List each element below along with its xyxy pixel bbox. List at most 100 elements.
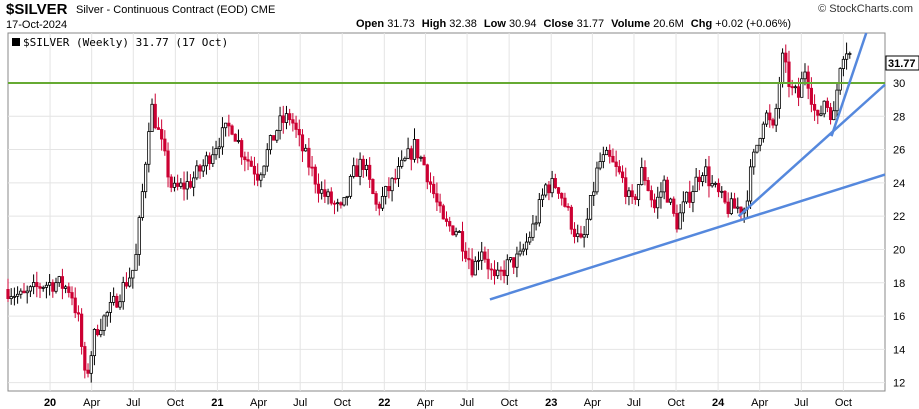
candle-body bbox=[460, 231, 465, 252]
candle-body bbox=[652, 199, 657, 209]
candle-body bbox=[819, 113, 823, 116]
candle-body bbox=[633, 196, 637, 200]
candle-body bbox=[550, 178, 554, 194]
candle-body bbox=[428, 181, 433, 185]
close-label: Close bbox=[543, 18, 574, 30]
x-tick-label: Apr bbox=[417, 397, 434, 409]
candle-body bbox=[486, 258, 490, 270]
candle-body bbox=[128, 277, 132, 287]
candle-body bbox=[83, 346, 87, 371]
candle-body bbox=[569, 206, 573, 230]
candle-body bbox=[729, 198, 733, 215]
candle-body bbox=[838, 68, 842, 91]
candle-body bbox=[457, 231, 461, 233]
x-tick-label: 20 bbox=[44, 397, 56, 409]
candle-body bbox=[649, 190, 653, 201]
candle-body bbox=[214, 148, 218, 156]
candle-body bbox=[19, 290, 23, 295]
candle-body bbox=[592, 191, 596, 196]
candle-body bbox=[220, 127, 225, 148]
candle-body bbox=[57, 276, 61, 284]
candle-body bbox=[25, 290, 29, 294]
candle-body bbox=[121, 282, 125, 303]
trend-line bbox=[830, 32, 868, 137]
x-tick-label: Jul bbox=[627, 397, 641, 409]
candle-body bbox=[393, 177, 397, 180]
candle-body bbox=[556, 187, 561, 194]
candle-body bbox=[604, 149, 609, 156]
candle-body bbox=[294, 122, 298, 130]
candle-body bbox=[336, 202, 340, 205]
candle-body bbox=[499, 269, 503, 272]
candle-body bbox=[758, 138, 762, 146]
x-tick-label: Oct bbox=[835, 397, 852, 409]
candle-body bbox=[140, 191, 145, 218]
candle-body bbox=[672, 198, 676, 214]
candle-body bbox=[793, 86, 797, 89]
candle-body bbox=[796, 86, 801, 98]
candle-body bbox=[560, 192, 564, 199]
plot-frame bbox=[7, 32, 886, 392]
candle-body bbox=[768, 112, 772, 121]
candle-body bbox=[665, 179, 669, 203]
y-tick-label: 18 bbox=[893, 278, 905, 290]
x-axis: 20 Apr Jul Oct 21 Apr Jul Oct 22 Apr Jul Oct 23 Apr Ju… bbox=[44, 397, 852, 409]
price-tag-text: 31.77 bbox=[888, 58, 916, 70]
candle-body bbox=[537, 199, 541, 224]
candle-body bbox=[108, 302, 113, 313]
y-tick-label: 28 bbox=[893, 111, 905, 123]
candle-body bbox=[774, 107, 778, 126]
candle-body bbox=[611, 155, 615, 163]
x-tick-label: Jul bbox=[126, 397, 140, 409]
candle-body bbox=[96, 329, 100, 336]
candle-body bbox=[480, 251, 484, 261]
candle-body bbox=[809, 87, 813, 105]
candle-body bbox=[412, 139, 417, 160]
candle-body bbox=[524, 241, 529, 250]
candle-body bbox=[41, 286, 45, 289]
candle-body bbox=[51, 282, 55, 292]
candle-body bbox=[678, 212, 682, 230]
candle-body bbox=[195, 165, 199, 179]
candle-body bbox=[278, 115, 282, 132]
candle-body bbox=[764, 112, 769, 125]
candle-body bbox=[614, 161, 618, 167]
candle-body bbox=[284, 113, 289, 123]
candle-body bbox=[236, 140, 241, 142]
candle-body bbox=[668, 198, 673, 203]
x-tick-label: 21 bbox=[211, 397, 223, 409]
volume-label: Volume bbox=[611, 18, 651, 30]
candle-body bbox=[188, 181, 193, 188]
candle-body bbox=[646, 180, 650, 191]
candle-body bbox=[54, 282, 58, 292]
candle-body bbox=[297, 129, 301, 136]
candle-body bbox=[35, 282, 39, 288]
candle-body bbox=[38, 286, 42, 289]
x-tick-label: Oct bbox=[501, 397, 518, 409]
y-tick-label: 14 bbox=[893, 344, 905, 356]
y-tick-label: 24 bbox=[893, 178, 905, 190]
candle-body bbox=[777, 82, 781, 109]
candle-body bbox=[492, 269, 497, 277]
x-tick-label: Oct bbox=[167, 397, 184, 409]
candle-body bbox=[806, 71, 810, 89]
candle-body bbox=[505, 259, 509, 277]
candle-body bbox=[441, 205, 445, 220]
candle-body bbox=[470, 259, 474, 276]
candle-body bbox=[515, 253, 519, 268]
candle-body bbox=[553, 178, 557, 189]
candle-body bbox=[44, 284, 49, 288]
candle-body bbox=[150, 103, 154, 132]
candle-body bbox=[204, 155, 209, 167]
candle-body bbox=[544, 184, 548, 196]
candle-body bbox=[76, 312, 81, 315]
chg-value: +0.02 (+0.06%) bbox=[715, 18, 792, 30]
x-tick-label: Jul bbox=[794, 397, 808, 409]
candle-body bbox=[579, 233, 583, 238]
legend: $SILVER (Weekly) 31.77 (17 Oct) bbox=[12, 36, 228, 49]
candle-body bbox=[422, 156, 426, 166]
candle-body bbox=[64, 286, 68, 289]
candle-body bbox=[198, 165, 202, 172]
candle-body bbox=[835, 89, 839, 112]
candle-body bbox=[227, 122, 231, 127]
